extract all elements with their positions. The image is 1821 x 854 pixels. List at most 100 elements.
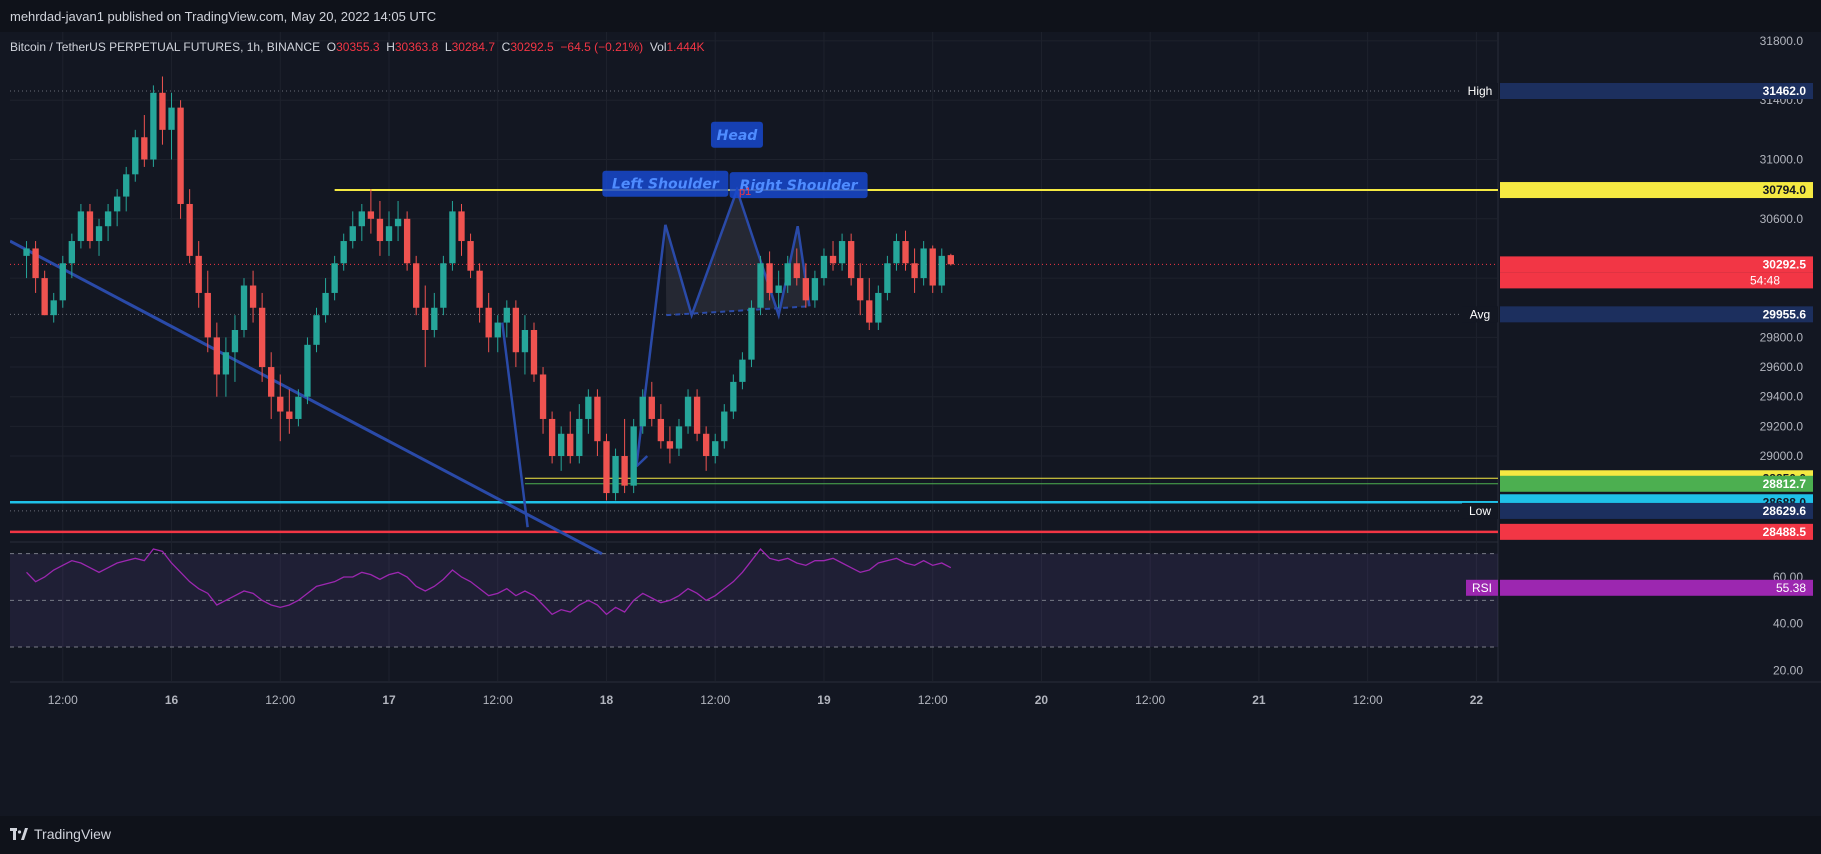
price-level-value: 29955.6: [1763, 307, 1807, 321]
candle-body: [403, 218, 411, 264]
price-tick-label: 30600.0: [1760, 212, 1804, 226]
price-tick-label: 29000.0: [1760, 449, 1804, 463]
candle-body: [295, 396, 302, 419]
symbol-legend: Bitcoin / TetherUS PERPETUAL FUTURES, 1h…: [10, 40, 705, 54]
rsi-name-box: [1466, 579, 1498, 596]
candle-body: [594, 396, 601, 442]
candle-body: [721, 411, 728, 442]
candle-body: [820, 255, 828, 279]
rsi-value-box: [1500, 579, 1813, 596]
candle-body: [548, 418, 556, 457]
candle-body: [838, 241, 846, 264]
time-tick-label: 12:00: [265, 693, 295, 707]
close-label: C: [501, 40, 511, 54]
candle-body: [675, 426, 683, 449]
candle-body: [938, 255, 945, 286]
open-label: O: [326, 40, 337, 54]
candle-body: [766, 263, 773, 293]
p1-label: p1: [739, 186, 751, 198]
candle-body: [449, 211, 456, 264]
drop-trendline: [501, 322, 529, 528]
level-tag-label: Avg: [1470, 307, 1490, 321]
candle-body: [612, 456, 619, 494]
head-shoulders-outline: [664, 186, 811, 320]
candle-body: [558, 433, 565, 457]
candle-body: [277, 396, 284, 412]
pattern-label-box: [710, 121, 763, 148]
level-tag-label: High: [1468, 84, 1493, 98]
tradingview-logo[interactable]: TradingView: [10, 826, 111, 842]
volume-label: Vol: [649, 40, 667, 54]
candle-body: [240, 285, 248, 330]
chart-area[interactable]: 31800.0 31400.0 31000.0 30600.0 29800.0 29600…: [9, 32, 1821, 816]
candle-body: [920, 248, 927, 279]
candle-body: [431, 307, 438, 330]
pattern-label: Right Shoulder: [740, 178, 859, 194]
price-axis-panel: [1498, 32, 1821, 682]
candle-body: [503, 307, 510, 323]
low-label: L: [444, 40, 452, 54]
candle-body: [313, 315, 320, 345]
candle-body: [150, 92, 157, 160]
low-value: 30284.7: [451, 40, 495, 54]
candle-body: [494, 322, 501, 338]
candle-body: [458, 211, 465, 242]
candle-body: [947, 255, 954, 265]
candle-body: [68, 241, 76, 264]
candle-body: [349, 226, 356, 242]
candle-body: [177, 107, 184, 204]
rsi-name-label: RSI: [1472, 581, 1492, 595]
rsi-line: [26, 548, 952, 616]
candle-body: [367, 211, 375, 219]
rise-trendline-base: [635, 455, 649, 468]
price-level-value: 28488.5: [1763, 525, 1807, 539]
candle-body: [702, 433, 710, 457]
price-level-box: [1500, 83, 1813, 100]
symbol-label: Bitcoin / TetherUS PERPETUAL FUTURES, 1h…: [10, 40, 321, 54]
candle-body: [929, 248, 936, 286]
high-label: H: [386, 40, 395, 54]
candle-body: [141, 137, 148, 160]
candle-body: [621, 456, 628, 486]
candle-body: [530, 329, 538, 375]
candle-body: [666, 441, 674, 449]
candle-body: [159, 92, 166, 130]
candle-body: [304, 344, 311, 397]
brand-label: TradingView: [34, 826, 112, 842]
tradingview-icon: [10, 828, 28, 840]
candle-body: [811, 278, 819, 301]
price-chart[interactable]: 31800.031400.031000.030600.029800.029600…: [9, 32, 1821, 816]
change-value: −64.5 (−0.21%): [560, 40, 644, 54]
candle-body: [757, 263, 764, 308]
candle-body: [222, 352, 230, 375]
head-shoulders-fill: [665, 190, 810, 316]
candle-body: [639, 396, 646, 427]
candle-body: [77, 211, 85, 242]
candle-body: [576, 418, 583, 457]
time-tick-label: 20: [1035, 693, 1049, 707]
price-level-value: 30794.0: [1763, 183, 1807, 197]
candle-body: [322, 292, 329, 316]
candle-body: [739, 359, 746, 382]
candle-body: [440, 263, 447, 308]
candle-body: [730, 381, 737, 412]
candle-body: [476, 270, 483, 308]
time-tick-label: 19: [817, 693, 831, 707]
candle-body: [41, 278, 48, 316]
candle-body: [884, 263, 891, 293]
candle-body: [829, 255, 837, 264]
candle-body: [712, 441, 719, 457]
rsi-value-label: 55.38: [1776, 581, 1806, 595]
price-tick-label: 29800.0: [1760, 330, 1804, 344]
candle-body: [340, 241, 347, 264]
candle-body: [693, 396, 701, 434]
open-value: 30355.3: [336, 40, 380, 54]
price-level-box: [1500, 502, 1813, 519]
close-value: 30292.5: [510, 40, 554, 54]
price-level-box: [1500, 523, 1813, 540]
time-tick-label: 22: [1470, 693, 1484, 707]
price-level-value: 31462.0: [1763, 84, 1807, 98]
time-tick-label: 12:00: [918, 693, 948, 707]
candle-body: [657, 418, 665, 442]
candle-body: [784, 263, 791, 286]
